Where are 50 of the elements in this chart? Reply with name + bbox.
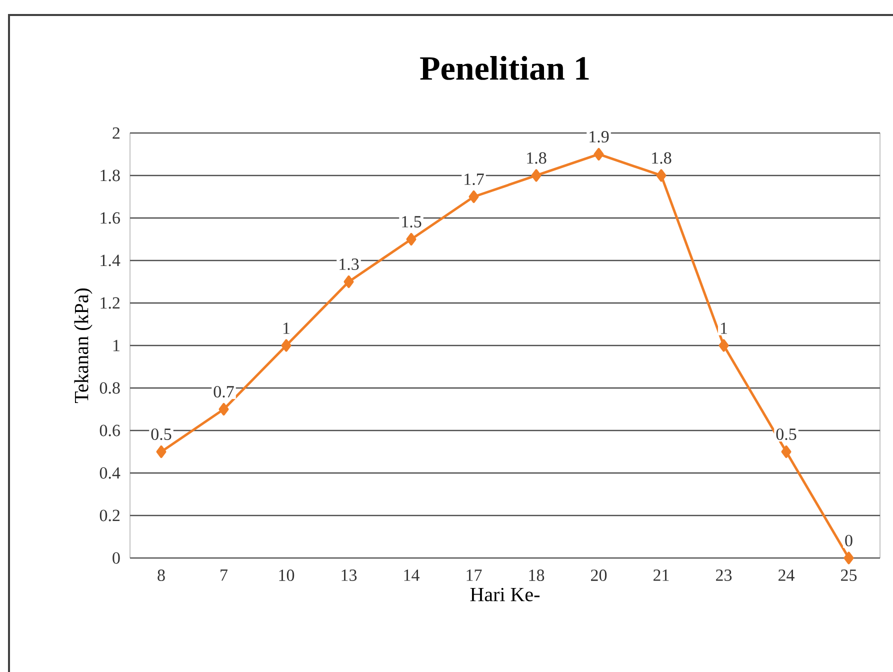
chart-title: Penelitian 1	[420, 56, 589, 80]
y-tick-label: 1.6	[100, 212, 120, 224]
data-label: 0	[845, 534, 852, 546]
x-tick-label: 20	[591, 570, 607, 582]
x-tick-label: 14	[404, 570, 420, 581]
data-label: 1.5	[402, 216, 422, 228]
data-label: 0.5	[151, 428, 172, 440]
x-tick-label: 13	[342, 570, 357, 581]
point	[218, 403, 229, 416]
point	[718, 339, 729, 352]
data-label: 1.7	[464, 174, 484, 186]
x-tick-label: 23	[716, 570, 732, 581]
data-label: 1.8	[527, 152, 546, 164]
point	[531, 169, 542, 182]
data-label: 1.9	[590, 131, 609, 143]
point	[281, 339, 292, 352]
point	[468, 190, 479, 203]
point	[656, 169, 666, 182]
x-tick-label: 7	[220, 570, 228, 581]
point	[594, 148, 604, 160]
y-tick-label: 2	[112, 127, 120, 139]
x-tick-label: 17	[466, 570, 482, 581]
y-tick-label: 0.4	[100, 467, 120, 479]
y-axis-title: Tekanan (kPa)	[74, 288, 92, 404]
point	[156, 446, 166, 458]
y-tick-label: 0.6	[100, 424, 120, 436]
y-tick-label: 1.4	[100, 254, 120, 266]
point	[781, 446, 792, 458]
x-tick-label: 25	[841, 570, 857, 581]
point	[406, 232, 416, 246]
y-tick-label: 0.2	[100, 510, 120, 522]
data-label: 1.8	[652, 152, 672, 164]
y-tick-label: 1.2	[100, 297, 120, 309]
data-label: 1	[721, 322, 727, 334]
point	[344, 276, 354, 288]
data-label: 1.3	[340, 258, 359, 270]
y-tick-label: 0	[112, 552, 120, 564]
y-tick-label: 1.8	[100, 170, 120, 182]
y-tick-label: 0.8	[100, 382, 120, 394]
x-tick-label: 21	[654, 570, 669, 581]
data-label: 0.5	[776, 428, 796, 440]
point	[844, 552, 854, 564]
x-tick-label: 24	[778, 570, 794, 581]
x-tick-label: 18	[529, 570, 544, 582]
data-label: 1	[283, 322, 290, 334]
x-tick-label: 8	[158, 570, 165, 582]
x-tick-label: 10	[279, 570, 294, 582]
data-label: 0.7	[214, 386, 234, 398]
x-axis-title: Hari Ke-	[470, 588, 540, 602]
y-tick-label: 1	[113, 340, 120, 352]
